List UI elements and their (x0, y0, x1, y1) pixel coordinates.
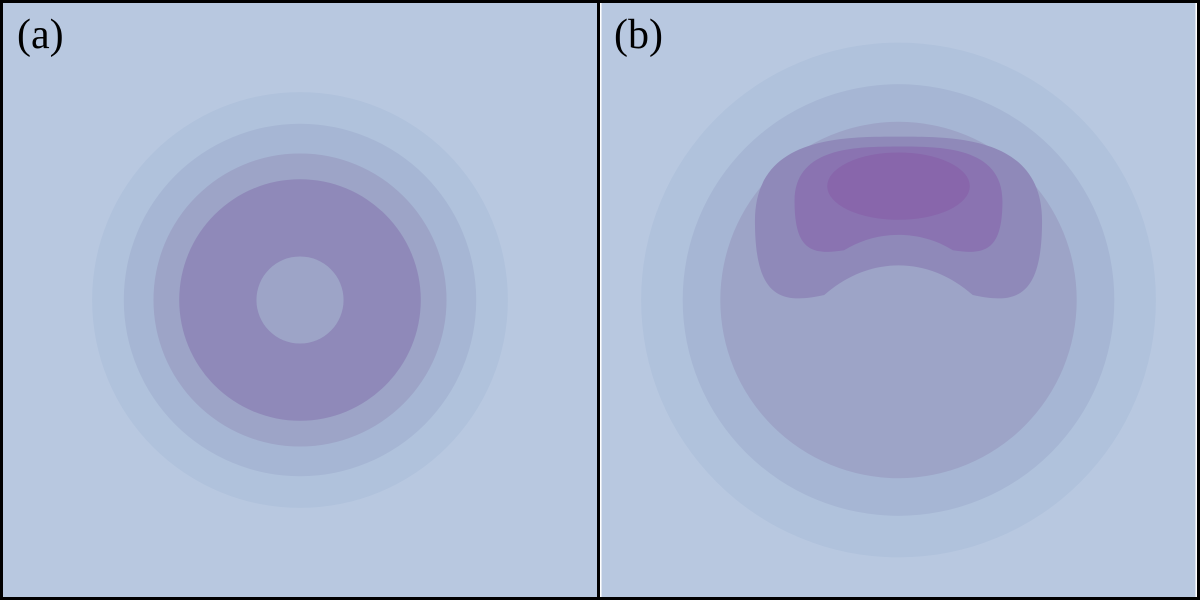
panel-b: (b) (600, 0, 1200, 600)
panel-b-svg (600, 3, 1197, 597)
panel-a-label: (a) (17, 11, 64, 59)
figure-container: (a) (b) (0, 0, 1200, 600)
panel-b-label: (b) (614, 11, 663, 59)
panel-a-svg (3, 3, 597, 597)
panel-a: (a) (0, 0, 600, 600)
